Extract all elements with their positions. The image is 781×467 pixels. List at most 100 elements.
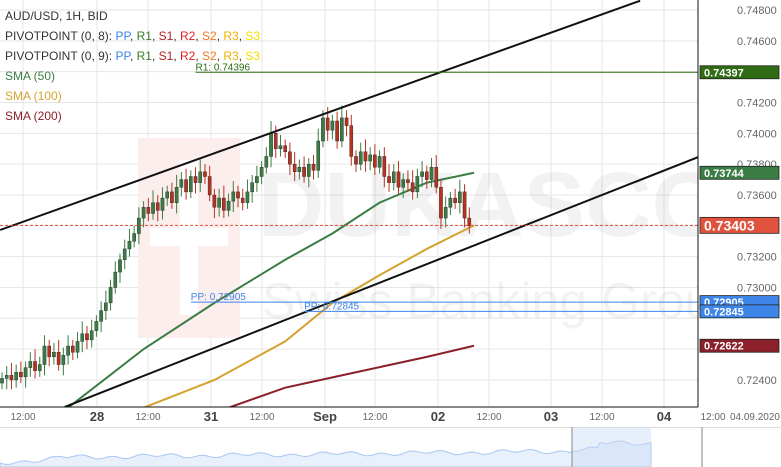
watermark-logo-cross [150, 228, 228, 246]
candle-body [75, 341, 80, 353]
candle-body [420, 171, 424, 177]
y-tick-label: 0.74600 [737, 36, 777, 48]
candle-body [240, 197, 245, 203]
candle-body [387, 176, 391, 183]
x-tick-label: Sep [313, 409, 337, 424]
pivot-level-r1: R1 [136, 29, 152, 43]
x-tick-label: 12:00 [10, 412, 35, 423]
x-tick-label: 12:00 [589, 412, 614, 423]
candle-body [174, 187, 179, 203]
candle-body [245, 191, 250, 203]
candle-body [207, 176, 212, 196]
candle-body [401, 179, 406, 188]
candle-body [33, 361, 37, 371]
navigator-series-area [0, 440, 652, 467]
candle-body [406, 179, 410, 183]
candle-body [61, 355, 66, 365]
candle-body [226, 200, 231, 211]
candle-body [288, 151, 292, 165]
legend-sma-100: SMA (100) [5, 89, 62, 103]
pivot-level-s2: S2 [202, 29, 217, 43]
candle-body [222, 197, 226, 211]
candle-body [292, 163, 297, 173]
candle-body [141, 207, 146, 219]
candle-body [85, 333, 89, 341]
candle-body [354, 156, 358, 165]
candle-body [382, 156, 387, 177]
pivot-level-pp: PP [115, 49, 130, 63]
candle-body [264, 156, 269, 168]
candle-body [429, 167, 434, 180]
level-label-r1: R1: 0.74396 [196, 62, 251, 73]
current-price-badge-bg [699, 216, 780, 234]
candle-body [193, 176, 198, 183]
navigator-overview[interactable] [0, 427, 781, 467]
candle-body [443, 207, 448, 219]
pivot-level-pp: PP [115, 29, 130, 43]
sma-badge: 0.72622 [704, 341, 744, 353]
candle-body [410, 182, 415, 193]
candle-body [212, 194, 217, 208]
x-tick-label: 31 [204, 409, 218, 424]
y-tick-label: 0.74200 [737, 97, 777, 109]
candle-body [259, 167, 264, 177]
candle-body [467, 217, 472, 227]
y-tick-label: 0.74000 [737, 128, 777, 140]
channel-lower-trendline [64, 156, 698, 407]
candle-body [37, 364, 42, 371]
y-tick-label: 0.73600 [737, 190, 777, 202]
candle-body [278, 145, 283, 149]
sma-badge-bg [699, 338, 780, 353]
candle-body [325, 117, 330, 131]
candle-body [188, 176, 193, 193]
candle-body [439, 187, 443, 219]
candle-body [94, 321, 99, 331]
candle-body [104, 302, 108, 311]
candle-body [340, 117, 344, 142]
candle-body [28, 361, 33, 368]
x-tick-label: 04 [657, 409, 672, 424]
pivot-level-r1: R1 [136, 49, 152, 63]
level-label-pp: PP: 0.72845 [304, 301, 359, 312]
candle-body [14, 372, 18, 381]
candle-body [269, 133, 273, 157]
candle-body [231, 191, 236, 202]
candle-body [127, 241, 132, 250]
level-badge-bg [699, 304, 780, 319]
candle-body [335, 120, 339, 142]
candle-body [217, 197, 221, 208]
candle-body [373, 154, 377, 168]
candle-body [179, 179, 184, 188]
x-tick-label: 12:00 [476, 412, 501, 423]
candle-body [184, 179, 188, 193]
pivot-level-r2: R2 [179, 49, 196, 63]
candle-body [0, 378, 4, 384]
candle-body [302, 167, 306, 177]
legend-title: AUD/USD, 1H, BID [5, 9, 108, 23]
pivot-level-s2: S2 [202, 49, 217, 63]
candle-body [330, 120, 335, 131]
pivot-label: PIVOTPOINT (0, 8): [5, 29, 116, 43]
candle-body [377, 156, 382, 168]
y-tick-label: 0.72400 [737, 375, 777, 387]
candle-body [89, 330, 94, 341]
level-label-pp: PP: 0.72905 [191, 292, 246, 303]
watermark-brand: DUKASCOPY [258, 154, 781, 256]
candle-body [307, 163, 311, 177]
pivot-level-r3: R3 [223, 29, 239, 43]
candle-body [321, 117, 325, 142]
candle-body [70, 345, 75, 353]
candle-body [462, 191, 467, 219]
x-tick-label: 12:00 [362, 412, 387, 423]
x-tick-label: 02 [431, 409, 445, 424]
candle-body [425, 171, 429, 180]
candle-body [165, 191, 170, 199]
candle-body [250, 182, 254, 193]
candle-body [255, 176, 259, 183]
candle-body [108, 287, 113, 304]
candle-body [170, 191, 174, 203]
candle-body [47, 345, 51, 358]
candle-body [4, 375, 9, 379]
